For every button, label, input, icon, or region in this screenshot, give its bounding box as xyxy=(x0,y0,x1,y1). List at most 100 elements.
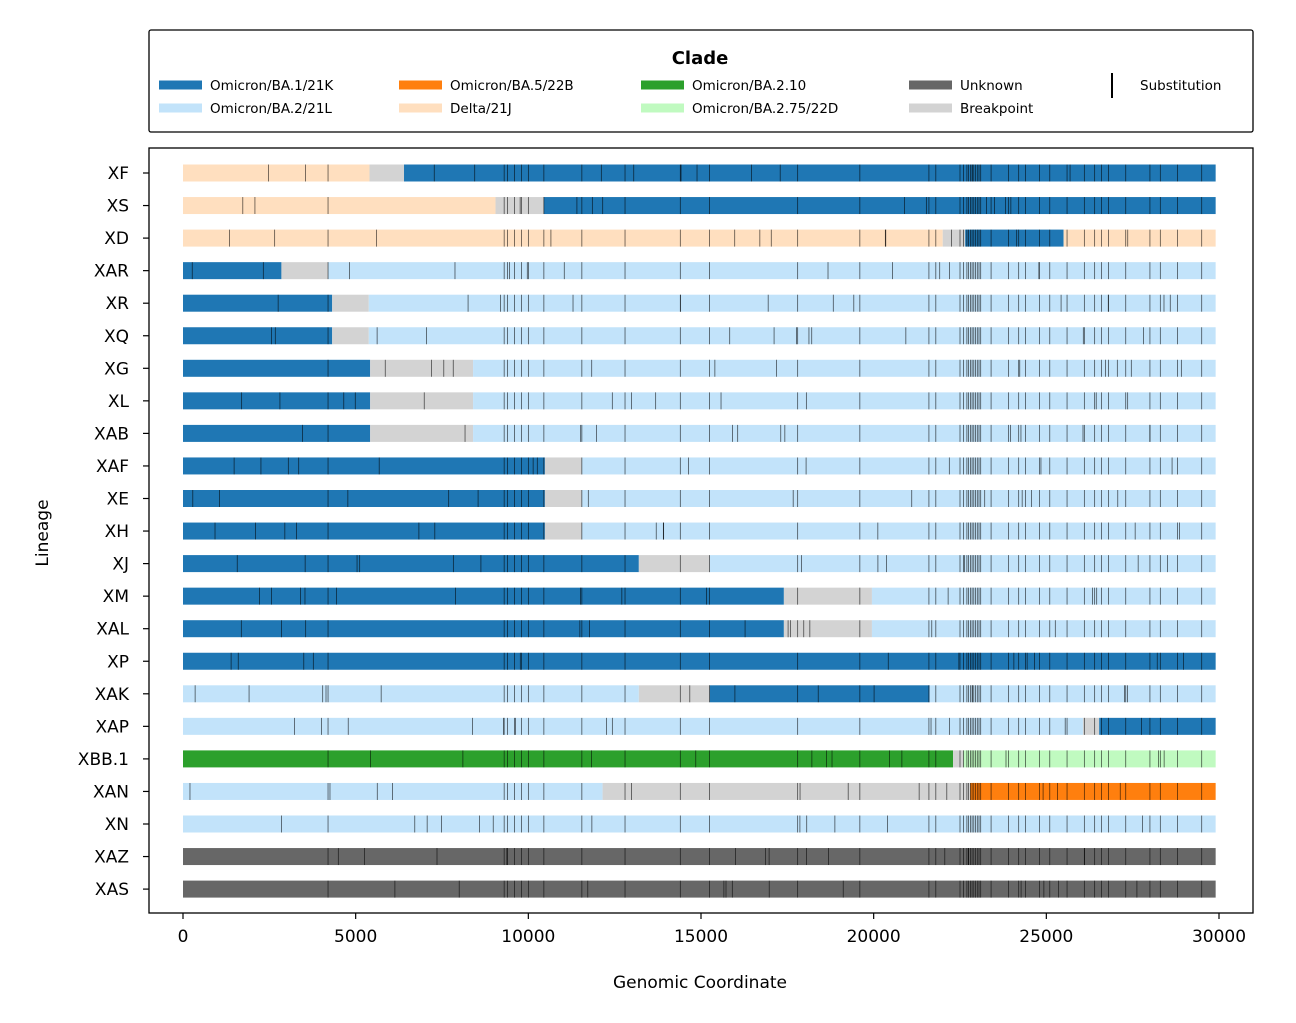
y-tick-label: XM xyxy=(103,587,129,607)
segment-omicron-ba-1-21k xyxy=(183,490,545,507)
plot-area xyxy=(148,147,1254,914)
legend-item-omicron-ba-2-10: Omicron/BA.2.10 xyxy=(641,78,806,94)
segment-omicron-ba-1-21k xyxy=(183,587,784,605)
lineage-row-xaz xyxy=(183,848,1216,866)
lineage-row-xq xyxy=(183,327,1216,345)
y-tick-label: XAZ xyxy=(94,848,129,868)
x-tick-label: 10000 xyxy=(501,927,555,947)
y-tick-label: XAF xyxy=(96,457,129,477)
legend-item-omicron-ba-2-21l: Omicron/BA.2/21L xyxy=(159,101,332,117)
segment-breakpoint xyxy=(544,522,582,540)
segment-omicron-ba-1-21k xyxy=(183,294,333,312)
lineage-row-xr xyxy=(183,294,1216,312)
segment-breakpoint xyxy=(370,359,474,377)
lineage-row-xal xyxy=(183,620,1216,638)
y-tick-label: XQ xyxy=(104,327,129,347)
lineage-row-xj xyxy=(183,555,1216,573)
lineage-row-xm xyxy=(183,587,1216,605)
y-tick-label: XAK xyxy=(95,685,130,705)
segment-omicron-ba-2-21l xyxy=(183,815,1216,833)
lineage-row-xs xyxy=(183,197,1216,215)
legend-swatch xyxy=(159,103,202,113)
y-tick-label: XR xyxy=(106,294,130,314)
lineage-row-xg xyxy=(183,359,1216,377)
y-tick-label: XF xyxy=(108,164,129,184)
lineage-row-xak xyxy=(183,685,1216,703)
segment-breakpoint xyxy=(281,262,329,280)
segment-omicron-ba-2-10 xyxy=(183,750,954,768)
lineage-row-xan xyxy=(183,782,1216,800)
segment-omicron-ba-2-21l xyxy=(368,294,1216,312)
legend-item-omicron-ba-2-75-22d: Omicron/BA.2.75/22D xyxy=(641,101,838,117)
legend-item-delta-21j: Delta/21J xyxy=(399,101,512,117)
segment-omicron-ba-2-21l xyxy=(473,424,1216,442)
segment-omicron-ba-1-21k xyxy=(183,620,784,638)
legend-swatch xyxy=(399,80,442,90)
y-tick-label: XAB xyxy=(94,424,129,444)
segment-omicron-ba-1-21k xyxy=(183,262,282,280)
segment-omicron-ba-2-21l xyxy=(581,457,1216,475)
legend-label: Breakpoint xyxy=(960,101,1033,117)
segment-unknown xyxy=(183,880,1216,898)
legend-item-omicron-ba-5-22b: Omicron/BA.5/22B xyxy=(399,78,574,94)
segment-breakpoint xyxy=(332,327,369,345)
legend-label: Omicron/BA.2.75/22D xyxy=(692,101,838,117)
y-tick-label: XAS xyxy=(95,880,129,900)
y-tick-label: XAN xyxy=(93,782,129,802)
lineage-row-xbb-1 xyxy=(183,750,1216,768)
segment-breakpoint xyxy=(332,294,369,312)
segment-omicron-ba-2-21l xyxy=(368,327,1216,345)
legend-item-unknown: Unknown xyxy=(909,78,1023,94)
segment-breakpoint xyxy=(544,490,582,507)
segment-omicron-ba-2-21l xyxy=(473,392,1216,410)
segment-omicron-ba-1-21k xyxy=(183,522,545,540)
lineage-row-xl xyxy=(183,392,1216,410)
lineage-row-xe xyxy=(183,490,1216,507)
segment-delta-21j xyxy=(183,229,943,247)
segment-omicron-ba-2-21l xyxy=(581,490,1216,507)
segment-omicron-ba-1-21k xyxy=(183,652,1216,670)
segment-omicron-ba-1-21k xyxy=(965,229,1064,247)
segment-omicron-ba-1-21k xyxy=(709,685,930,703)
segment-omicron-ba-2-21l xyxy=(183,685,639,703)
segment-omicron-ba-1-21k xyxy=(1099,717,1216,735)
y-tick-label: XAL xyxy=(96,620,129,640)
segment-delta-21j xyxy=(1063,229,1216,247)
legend-label: Omicron/BA.5/22B xyxy=(450,78,574,94)
segment-breakpoint xyxy=(370,392,474,410)
y-tick-label: XD xyxy=(104,229,129,249)
legend: Clade Omicron/BA.1/21K Omicron/BA.2/21L Omi… xyxy=(148,29,1254,133)
legend-label: Omicron/BA.1/21K xyxy=(210,78,334,94)
legend-label: Omicron/BA.2/21L xyxy=(210,101,332,117)
segment-unknown xyxy=(183,848,1216,866)
segment-breakpoint xyxy=(638,685,710,703)
lineage-row-xd xyxy=(183,229,1216,247)
segment-omicron-ba-2-21l xyxy=(709,555,1216,573)
y-tick-label: XAP xyxy=(95,717,129,737)
x-axis: 0 5000 10000 15000 20000 25000 30000 xyxy=(178,913,1246,947)
lineage-row-xab xyxy=(183,424,1216,442)
segment-breakpoint xyxy=(953,750,964,768)
y-tick-label: XBB.1 xyxy=(78,750,129,770)
legend-title: Clade xyxy=(672,48,729,69)
y-tick-label: XP xyxy=(107,652,129,672)
segment-omicron-ba-2-21l xyxy=(929,685,1216,703)
segment-breakpoint xyxy=(783,620,872,638)
segment-breakpoint xyxy=(370,424,474,442)
x-axis-label: Genomic Coordinate xyxy=(613,973,787,993)
x-tick-label: 25000 xyxy=(1019,927,1073,947)
legend-label: Unknown xyxy=(960,78,1023,94)
legend-swatch xyxy=(641,103,684,113)
segment-omicron-ba-1-21k xyxy=(183,555,639,573)
lineage-row-xaf xyxy=(183,457,1216,475)
y-tick-label: XH xyxy=(105,522,129,542)
segment-breakpoint xyxy=(369,164,405,182)
x-tick-label: 15000 xyxy=(674,927,728,947)
lineage-row-xf xyxy=(183,164,1216,182)
y-tick-label: XE xyxy=(107,490,129,510)
x-tick-label: 5000 xyxy=(334,927,377,947)
y-tick-label: XS xyxy=(107,197,129,217)
segment-breakpoint xyxy=(602,782,971,800)
segment-breakpoint xyxy=(495,197,544,215)
